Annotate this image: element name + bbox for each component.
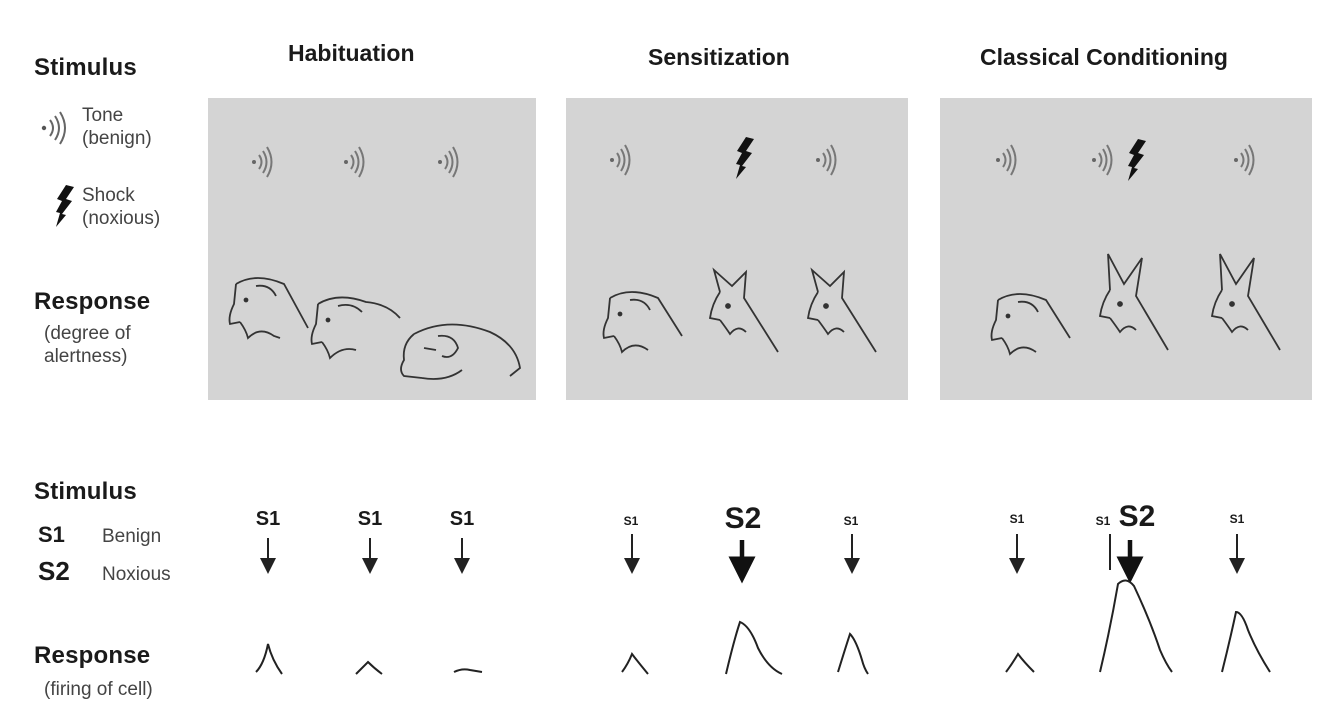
response-curve	[1221, 610, 1271, 673]
response-curve	[725, 620, 783, 675]
panel-habituation	[208, 98, 536, 400]
response-subtitle: (degree of alertness)	[44, 323, 131, 367]
s2-label: S2	[724, 502, 762, 535]
title-sensitization: Sensitization	[648, 44, 790, 70]
response-curve	[355, 660, 383, 675]
tone-icon	[1092, 144, 1113, 176]
response-curve	[453, 668, 483, 673]
shock-icon	[56, 185, 74, 227]
s1-label: S1	[255, 508, 281, 530]
panel-sensitization	[566, 98, 908, 400]
s1-description: Benign	[102, 526, 162, 547]
s1-label: S1	[843, 514, 859, 528]
shock-icon	[736, 137, 754, 179]
s2-label: S2	[1118, 500, 1156, 533]
s1-label: S1	[357, 508, 383, 530]
dog-relaxed-icon	[990, 293, 1071, 356]
dog-very-alert-icon	[1098, 253, 1169, 351]
s1-label: S1	[623, 514, 639, 528]
response-heading: Response	[34, 288, 151, 315]
tone-legend-label: Tone (benign)	[82, 105, 152, 149]
dog-alert-icon	[806, 267, 877, 353]
tone-icon	[252, 146, 273, 178]
panel-classical-conditioning	[940, 98, 1312, 400]
stimulus-heading: Stimulus	[34, 54, 137, 81]
dog-sleeping-icon	[400, 323, 521, 380]
tone-icon	[996, 144, 1017, 176]
shock-legend-label: Shock (noxious)	[82, 185, 161, 229]
tone-icon	[816, 144, 837, 176]
dog-relaxed-icon	[602, 291, 683, 354]
s1-label: S1	[449, 508, 475, 530]
classical-conditioning-illustration	[990, 139, 1281, 356]
tone-icon	[610, 144, 631, 176]
response-curve	[1099, 579, 1173, 673]
response-curve	[255, 643, 283, 675]
s1-label: S1	[1229, 512, 1245, 526]
response-curve	[837, 632, 869, 675]
tone-icon	[41, 111, 66, 145]
sensitization-illustration	[602, 137, 877, 354]
tone-icon	[1234, 144, 1255, 176]
s1-code: S1	[38, 522, 65, 547]
dog-relaxed-icon	[228, 277, 309, 340]
habituation-illustration	[228, 146, 521, 380]
tone-icon	[438, 146, 459, 178]
s1-label: S1	[1009, 512, 1025, 526]
response-curve	[621, 651, 649, 675]
title-habituation: Habituation	[288, 40, 415, 66]
shock-icon	[1128, 139, 1146, 181]
dog-relaxed-icon	[310, 296, 401, 360]
s2-description: Noxious	[102, 564, 171, 585]
s1-label: S1	[1095, 514, 1111, 528]
s2-code: S2	[38, 556, 70, 586]
lower-response-subtitle: (firing of cell)	[44, 679, 153, 700]
lower-stimulus-heading: Stimulus	[34, 478, 137, 505]
tone-icon	[344, 146, 365, 178]
dog-very-alert-icon	[1210, 253, 1281, 351]
response-curve	[1005, 652, 1035, 673]
lower-response-heading: Response	[34, 642, 151, 669]
title-classical-conditioning: Classical Conditioning	[980, 44, 1228, 70]
dog-alert-icon	[708, 267, 779, 353]
